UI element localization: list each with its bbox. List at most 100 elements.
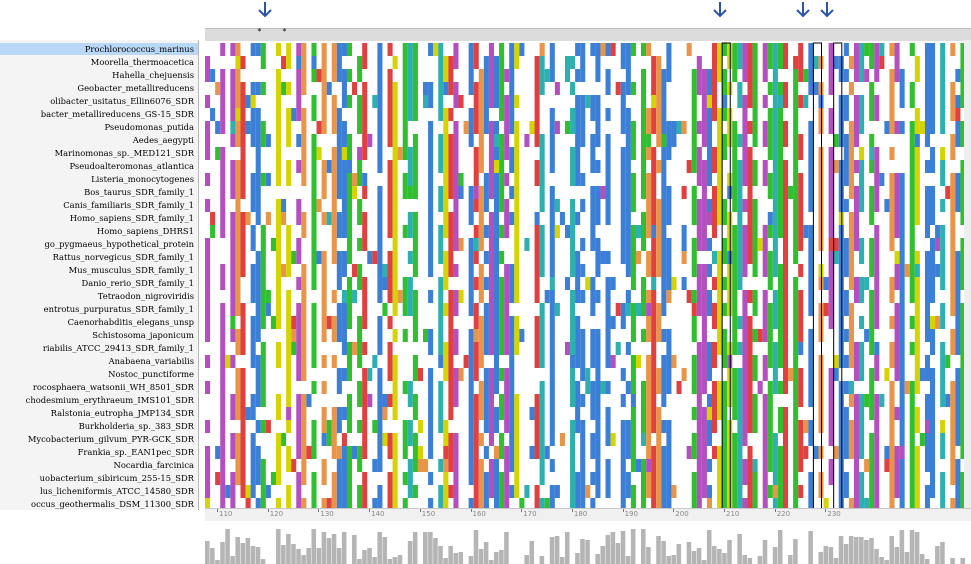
sequence-name[interactable]: go_pygmaeus_hypothetical_protein [44,239,194,249]
residue-cell [914,290,920,303]
residue-cell [493,342,500,355]
sequence-name[interactable]: Marinomonas_sp._MED121_SDR [54,148,194,158]
residue-cell [772,433,778,446]
sequence-name[interactable]: Frankia_sp._EAN1pec_SDR [77,447,194,457]
residue-cell [205,134,211,147]
residue-cell [301,277,307,290]
sequence-name[interactable]: Homo_sapiens_DHRS1 [96,226,194,236]
residue-cell [742,316,748,329]
residue-cell [889,69,895,82]
residue-cell [255,264,261,277]
residue-cell [448,290,454,303]
residue-cell [691,368,697,381]
residue-cell [681,368,687,381]
arrow-down-icon[interactable] [712,1,728,19]
alignment-grid[interactable] [205,40,971,510]
residue-cell [412,459,418,472]
residue-cell [803,420,809,433]
residue-cell [205,485,211,498]
residue-cell [326,212,332,225]
vertical-scrollbar[interactable] [964,40,971,510]
residue-cell [341,251,347,264]
residue-cell [955,407,961,420]
residue-cell [392,147,398,160]
residue-cell [575,316,581,329]
residue-cell [539,394,545,407]
sequence-name[interactable]: entrotus_purpuratus_SDR_family_1 [43,304,194,314]
residue-cell [478,485,484,498]
sequence-name[interactable]: Anabaena_variabilis [108,356,194,366]
arrow-down-icon[interactable] [795,1,811,19]
residue-cell [752,160,758,173]
residue-cell [499,368,505,381]
sequence-name[interactable]: Aedes_aegypti [132,135,194,145]
residue-cell [706,498,712,510]
sequence-name[interactable]: Rattus_norvegicus_SDR_family_1 [52,252,194,262]
residue-cell [666,472,672,485]
residue-cell [473,342,479,355]
residue-cell [874,394,880,407]
residue-cell [747,472,753,485]
sequence-name[interactable]: Homo_sapiens_SDR_family_1 [69,213,194,223]
sequence-name[interactable]: Burkholderia_sp._383_SDR [78,421,194,431]
residue-cell [742,147,748,160]
arrow-down-icon[interactable] [257,1,273,19]
residue-cell [255,251,261,264]
highlighted-column[interactable] [812,42,823,510]
residue-cell [848,147,854,160]
sequence-name[interactable]: rocosphaera_watsonii_WH_8501_SDR [32,382,194,392]
sequence-name[interactable]: Mycobacterium_gilvum_PYR-GCK_SDR [27,434,194,444]
sequence-name[interactable]: lus_licheniformis_ATCC_14580_SDR [39,486,194,496]
sequence-name[interactable]: Canis_familiaris_SDR_family_1 [63,200,194,210]
sequence-name[interactable]: Listeria_monocytogenes [91,174,194,184]
residue-cell [539,199,545,212]
residue-cell [357,95,363,108]
residue-cell [448,264,454,277]
sequence-name[interactable]: Moorella_thermoacetica [90,57,194,67]
sequence-name[interactable]: uobacterium_sibiricum_255-15_SDR [39,473,194,483]
sequence-name[interactable]: riabilis_ATCC_29413_SDR_family_1 [42,343,194,353]
residue-cell [940,498,946,510]
residue-cell [483,472,489,485]
residue-cell [722,472,728,485]
highlighted-column[interactable] [721,42,731,510]
sequence-name[interactable]: Schistosoma_japonicum [92,330,194,340]
residue-cell [620,173,626,186]
conservation-bar [737,534,742,564]
sequence-name[interactable]: chodesmium_erythraeum_IMS101_SDR [25,395,194,405]
sequence-name[interactable]: Prochlorococcus_marinus [0,43,198,55]
residue-cell [691,121,697,134]
sequence-name[interactable]: olibacter_usitatus_Ellin6076_SDR [50,96,194,106]
sequence-name[interactable]: Nostoc_punctiforme [108,369,194,379]
sequence-name[interactable]: Mus_musculus_SDR_family_1 [68,265,194,275]
residue-cell [478,199,484,212]
sequence-name[interactable]: Nocardia_farcinica [113,460,195,470]
arrow-down-icon[interactable] [819,1,835,19]
residue-cell [275,43,282,56]
residue-cell [899,212,905,225]
residue-cell [793,95,799,108]
residue-cell [955,186,961,199]
highlighted-column[interactable] [833,42,843,510]
sequence-name[interactable]: Ralstonia_eutropha_JMP134_SDR [50,408,194,418]
sequence-name[interactable]: Tetraodon_nigroviridis [97,291,194,301]
residue-cell [286,264,292,277]
residue-cell [752,199,758,212]
residue-cell [539,472,545,485]
sequence-name[interactable]: Caenorhabditis_elegans_unsp [67,317,194,327]
residue-cell [960,329,966,342]
residue-cell [575,420,581,433]
residue-cell [539,316,545,329]
sequence-name[interactable]: Pseudoalteromonas_atlantica [69,161,194,171]
residue-cell [838,95,844,108]
sequence-name[interactable]: Pseudomonas_putida [104,122,194,132]
conservation-bar [336,548,342,564]
residue-cell [727,212,733,225]
sequence-name[interactable]: bacter_metallireducens_GS-15_SDR [40,109,194,119]
sequence-name[interactable]: Hahella_chejuensis [112,70,194,80]
sequence-name[interactable]: occus_geothermalis_DSM_11300_SDR [31,499,194,509]
residue-cell [483,342,489,355]
sequence-name[interactable]: Geobacter_metallireducens [77,83,194,93]
sequence-name[interactable]: Bos_taurus_SDR_family_1 [84,187,194,197]
sequence-name[interactable]: Danio_rerio_SDR_family_1 [81,278,194,288]
